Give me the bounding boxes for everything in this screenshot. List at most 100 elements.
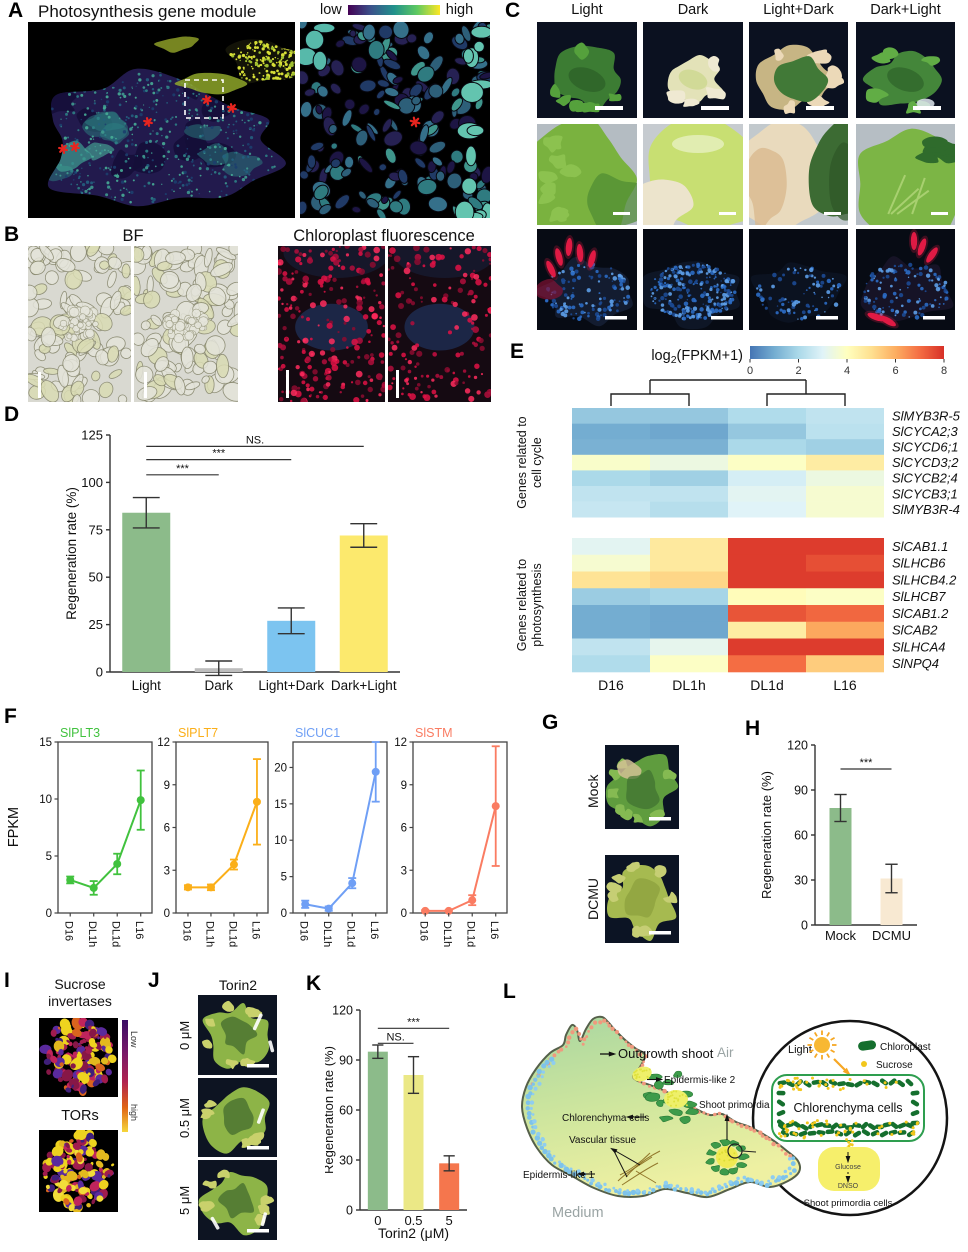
fluor-section-light-dark — [749, 229, 848, 330]
gene-label: SlCAB1.1 — [892, 539, 948, 554]
gene-label: SlLHCB7 — [892, 589, 946, 604]
scale-bar — [931, 212, 948, 215]
photo-closeup-dark-light — [856, 124, 955, 225]
gene-label: SlCAB1.2 — [892, 606, 949, 621]
heatmap-cell — [572, 408, 650, 424]
panel-a-colorbar: low high — [320, 2, 473, 18]
y-tick-label: 5 — [281, 872, 287, 884]
gene-label: SlNPQ4 — [892, 656, 939, 671]
gene-label: SlMYB3R-5 — [892, 408, 961, 423]
significance-label: NS. — [386, 1031, 404, 1043]
heatmap-cell — [806, 538, 884, 556]
y-tick-label: 90 — [794, 784, 808, 798]
heatmap-cell — [650, 638, 728, 656]
data-point — [136, 796, 145, 805]
heatmap-cell — [650, 571, 728, 589]
heatmap-cell — [806, 571, 884, 589]
y-tick-label: 12 — [394, 737, 407, 749]
x-tick-label: DL1d — [226, 921, 238, 947]
heatmap-cell — [572, 470, 650, 487]
x-tick-label: DL1d — [465, 921, 477, 947]
panel-b-fluor-title: Chloroplast fluorescence — [293, 227, 475, 245]
x-category-label: 0.5 — [404, 1213, 422, 1228]
heatmap-cell — [728, 621, 806, 639]
micrograph-bf-1 — [28, 246, 131, 402]
scale-bar — [595, 106, 623, 110]
panel-c-letter: C — [505, 0, 521, 22]
shoot-primordia-core — [716, 1146, 738, 1168]
heatmap-cell — [806, 408, 884, 424]
heatmap-cell — [806, 501, 884, 518]
heatmap-cell — [728, 655, 806, 673]
data-point — [229, 860, 238, 869]
torin2-bar-chart: 0 30 60 90 120 0 0.5 5 NS.*** Regeneration rate (… — [325, 1004, 467, 1241]
y-axis-label: Regeneration rate (%) — [64, 487, 79, 620]
photo-closeup-light — [537, 124, 637, 225]
panel-e-letter: E — [510, 340, 525, 363]
heatmap-cell — [806, 638, 884, 656]
heatmap-cell — [728, 470, 806, 487]
regeneration-rate-bar-chart: 0 25 50 75 100 125 Light Dark Light+Dark Dark+Lig… — [64, 428, 400, 693]
heatmap-cell — [572, 423, 650, 440]
label-dnso: DNSO — [838, 1183, 859, 1190]
data-point — [301, 900, 310, 909]
heatmap-cell — [728, 638, 806, 656]
x-tick-label: D16 — [180, 921, 192, 941]
label-chloroplast-legend: Chloroplast — [880, 1042, 931, 1053]
y-tick-label: 30 — [339, 1154, 353, 1168]
heatmap-cell — [806, 655, 884, 673]
y-tick-label: 0 — [46, 908, 52, 920]
heatmap-cell — [572, 638, 650, 656]
photo-closeup-dark — [643, 124, 743, 225]
y-tick-label: 3 — [164, 865, 170, 877]
heatmap-cell — [728, 439, 806, 456]
fpkm-axis-label: FPKM — [6, 807, 22, 847]
column-label-dark-light: Dark+Light — [870, 2, 941, 18]
label-shoot-primordia-cells: Shoot primordia cells — [804, 1198, 893, 1209]
heatmap-cell — [806, 486, 884, 502]
heatmap-cell — [728, 538, 806, 556]
x-tick-label: DL1h — [203, 921, 215, 947]
fluor-section-light — [537, 229, 637, 330]
y-tick-label: 5 — [46, 851, 52, 863]
heatmap-cell — [728, 605, 806, 623]
heatmap-cell — [650, 501, 728, 518]
panel-b-bf-title: BF — [122, 227, 144, 245]
row-group-label: photosynthesis — [530, 563, 544, 646]
y-tick-label: 0 — [346, 1204, 353, 1218]
photo-mock — [605, 745, 679, 829]
label-light: Light — [788, 1044, 812, 1056]
photo-explant-light — [537, 22, 637, 118]
heatmap-column-label: D16 — [598, 677, 624, 693]
x-category-label: Dark+Light — [331, 678, 397, 693]
heatmap-cell — [572, 621, 650, 639]
heatmap-cell — [572, 501, 650, 518]
heatmap-cell — [806, 454, 884, 471]
label-sucrose-legend: Sucrose — [876, 1060, 913, 1071]
heatmap-cell — [806, 423, 884, 440]
x-tick-label: DL1d — [110, 921, 122, 947]
panel-g-letter: G — [542, 711, 559, 734]
vascular-strand — [619, 1152, 651, 1176]
data-point — [89, 883, 98, 892]
y-tick-label: 6 — [401, 823, 407, 835]
x-tick-label: DL1h — [86, 921, 98, 947]
x-category-label: Dark — [204, 678, 233, 693]
heatmap-cell — [650, 470, 728, 487]
shoot-primordia-cell — [818, 1147, 880, 1191]
data-point — [421, 906, 430, 915]
heatmap-cell — [728, 486, 806, 502]
gene-label: SlCYCB2;4 — [892, 471, 958, 486]
panel-j-letter: J — [148, 969, 160, 992]
micrograph-chloroplast-fluor-1 — [278, 246, 385, 402]
viridis-colorbar — [347, 5, 440, 15]
row-group-label: cell cycle — [530, 437, 544, 488]
heatmap-cell — [806, 621, 884, 639]
photo-torin2-5um — [198, 1160, 277, 1240]
scale-bar — [38, 372, 41, 398]
heatmap-cell — [650, 423, 728, 440]
data-point — [468, 896, 477, 905]
gene-label: SlCYCA2;3 — [892, 424, 959, 439]
x-tick-label: D16 — [298, 921, 310, 941]
